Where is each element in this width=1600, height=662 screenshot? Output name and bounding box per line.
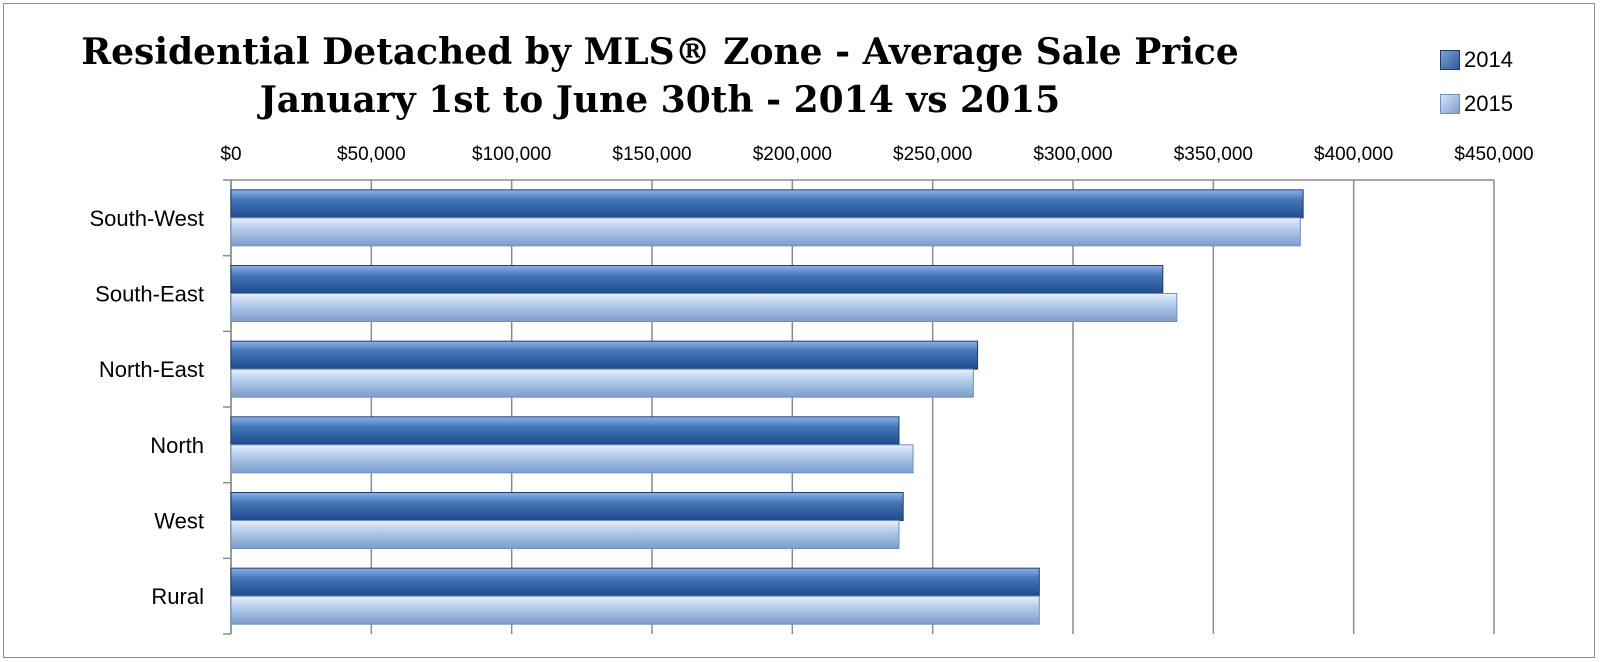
x-tick-label: $0 (220, 144, 241, 165)
bar-2014-south-east (230, 265, 1164, 294)
legend-item-2014: 2014 (1440, 38, 1513, 82)
chart-title-line-1: Residential Detached by MLS® Zone - Aver… (81, 31, 1239, 73)
bar-2014-north (230, 416, 900, 446)
x-tick-label: $450,000 (1454, 144, 1533, 165)
x-tick-label: $200,000 (753, 144, 832, 165)
legend-item-2015: 2015 (1440, 82, 1513, 126)
x-tick-label: $400,000 (1314, 144, 1393, 165)
x-tick-label: $250,000 (893, 144, 972, 165)
legend: 2014 2015 (1440, 38, 1513, 126)
category-label: South-West (89, 206, 204, 231)
bar-2014-north-east (230, 340, 979, 370)
bar-2015-north-east (230, 368, 974, 398)
bar-2015-south-east (230, 293, 1178, 322)
legend-swatch-2014 (1440, 50, 1460, 70)
x-tick-label: $300,000 (1033, 144, 1112, 165)
bar-2015-rural (230, 595, 1040, 625)
chart-title-line-2: January 1st to June 30th - 2014 vs 2015 (259, 79, 1061, 121)
legend-label-2014: 2014 (1464, 47, 1513, 72)
x-tick-label: $150,000 (612, 144, 691, 165)
category-label: North-East (99, 357, 204, 382)
bar-2014-west (230, 492, 904, 521)
category-label: North (150, 433, 204, 458)
chart-title: Residential Detached by MLS® Zone - Aver… (30, 28, 1290, 124)
bar-2015-west (230, 520, 900, 549)
category-label: Rural (151, 584, 204, 609)
x-tick-label: $100,000 (472, 144, 551, 165)
category-label: West (154, 509, 204, 534)
x-tick-label: $50,000 (337, 144, 406, 165)
legend-swatch-2015 (1440, 94, 1460, 114)
bar-2015-south-west (230, 217, 1301, 247)
bar-2015-north (230, 444, 914, 474)
bar-2014-rural (230, 567, 1040, 597)
x-tick-label: $350,000 (1174, 144, 1253, 165)
category-label: South-East (95, 282, 204, 307)
bar-2014-south-west (230, 189, 1304, 219)
legend-label-2015: 2015 (1464, 91, 1513, 116)
